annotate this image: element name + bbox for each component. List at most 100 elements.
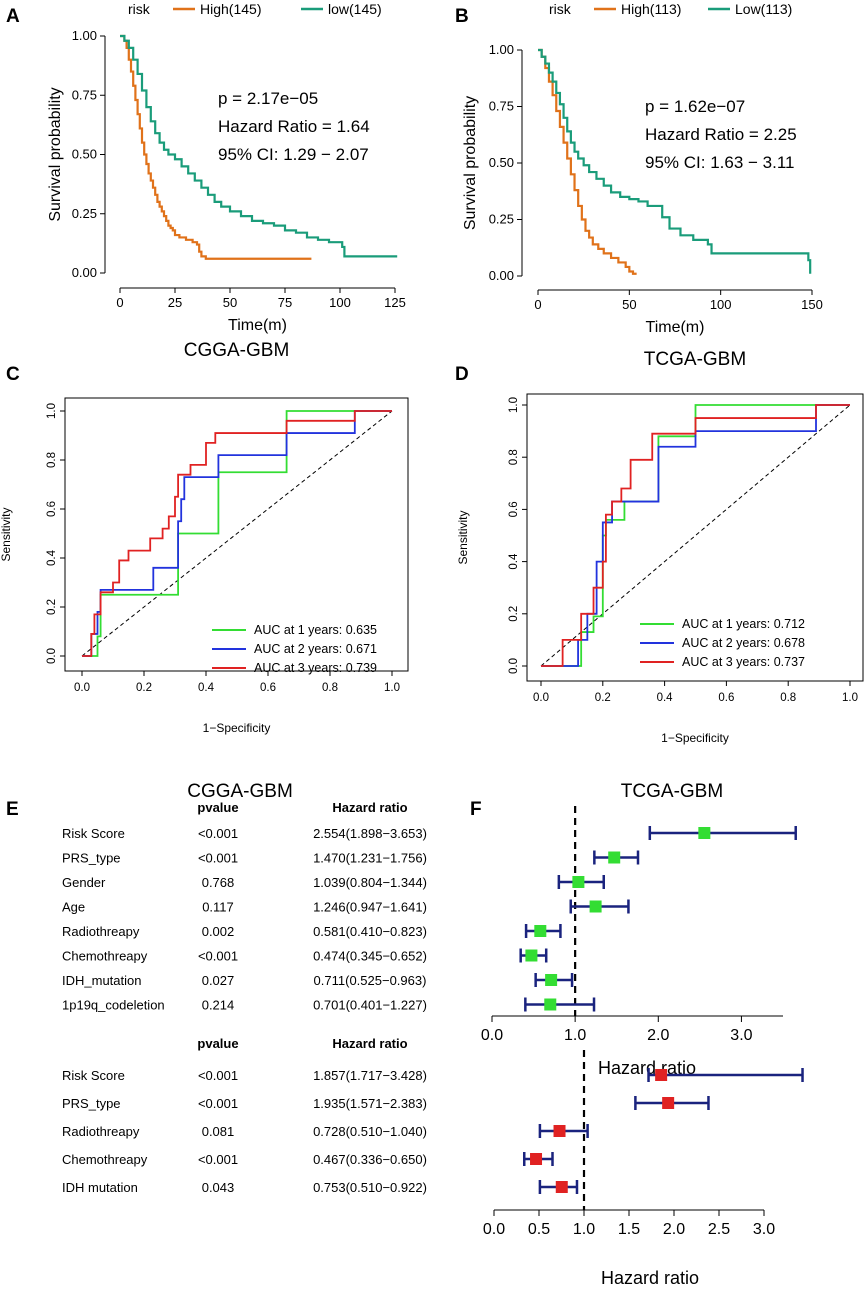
x-tick-label: 1.0 [842, 692, 858, 704]
x-tick-label: 125 [384, 295, 406, 310]
panel-label-c: C [6, 364, 20, 385]
x-tick-label: 2.5 [708, 1221, 730, 1238]
x-axis-label: Time(m) [646, 319, 705, 336]
hazard-ratio-marker [698, 827, 711, 839]
x-tick-label: 0.4 [198, 682, 215, 694]
x-axis-label: 1−Specificity [661, 731, 729, 745]
hazard-ratio-marker [589, 900, 602, 913]
hazard-ratio-marker [525, 949, 538, 962]
legend-label: High(113) [621, 1, 681, 17]
plot-frame [64, 397, 409, 672]
roc-plot-tcga: TCGA-GBM 0.0 0.2 0.4 0.6 0.8 1.0 0.0 0.2 0.4 0.6 0.… [456, 349, 864, 745]
survival-curve-high [538, 48, 637, 275]
y-tick-label: 0.4 [46, 549, 58, 566]
cox-table-tcga: pvalue Hazard ratio Risk Score <0.001 1.857(… [62, 1036, 427, 1195]
x-tick-label: 1.0 [384, 682, 400, 694]
y-tick-label: 0.0 [46, 648, 58, 664]
row-pvalue: 0.081 [202, 1124, 235, 1139]
legend-label: AUC at 1 years: 0.712 [682, 617, 805, 631]
row-pvalue: <0.001 [198, 826, 238, 841]
legend-label: AUC at 3 years: 0.739 [254, 661, 377, 675]
stat-annotation: 95% CI: 1.29 − 2.07 [218, 145, 369, 164]
row-hazard-ratio: 1.857(1.717−3.428) [313, 1068, 427, 1083]
chart-title: CGGA-GBM [184, 340, 290, 361]
x-tick-label: 1.0 [573, 1221, 595, 1238]
row-hazard-ratio: 1.935(1.571−2.383) [313, 1096, 427, 1111]
panel-label-e: E [6, 799, 19, 820]
header-hazard-ratio: Hazard ratio [332, 1036, 407, 1051]
y-tick-label: 0.00 [489, 268, 514, 283]
hazard-ratio-marker [530, 1153, 543, 1165]
legend-title: risk [549, 1, 572, 17]
x-tick-label: 50 [223, 295, 237, 310]
header-hazard-ratio: Hazard ratio [332, 800, 407, 815]
row-hazard-ratio: 0.701(0.401−1.227) [313, 998, 427, 1013]
row-hazard-ratio: 1.039(0.804−1.344) [313, 875, 427, 890]
y-tick-label: 0.25 [489, 212, 514, 227]
stat-annotation: p = 2.17e−05 [218, 89, 318, 108]
hazard-ratio-marker [662, 1097, 675, 1109]
roc-curve-3-year [82, 410, 392, 657]
hazard-ratio-marker [553, 1125, 566, 1137]
x-axis-label: Hazard ratio [598, 1058, 696, 1078]
hazard-ratio-marker [534, 925, 547, 937]
plot-frame [526, 393, 864, 682]
y-tick-label: 1.0 [508, 397, 520, 413]
row-label: Radiothreapy [62, 924, 140, 939]
row-label: Radiothreapy [62, 1124, 140, 1139]
x-axis-label: 1−Specificity [203, 721, 271, 735]
y-tick-label: 0.0 [508, 658, 520, 674]
stat-annotation: Hazard Ratio = 2.25 [645, 125, 797, 144]
x-tick-label: 2.0 [663, 1221, 685, 1238]
forest-plot-tcga: 0.0 0.5 1.0 1.5 2.0 2.5 3.0 Hazard ratio [483, 1050, 804, 1288]
hazard-ratio-marker [572, 876, 585, 888]
row-label: 1p19q_codeletion [62, 998, 165, 1013]
x-tick-label: 75 [278, 295, 292, 310]
x-tick-label: 50 [622, 297, 636, 312]
y-tick-label: 0.50 [72, 147, 97, 162]
row-pvalue: <0.001 [198, 1068, 238, 1083]
x-tick-label: 150 [801, 297, 823, 312]
x-tick-label: 0.0 [74, 682, 90, 694]
x-tick-label: 0.2 [136, 682, 152, 694]
panel-label-a: A [6, 6, 20, 27]
y-tick-label: 0.75 [489, 99, 514, 114]
legend-label: AUC at 1 years: 0.635 [254, 623, 377, 637]
y-tick-label: 0.50 [489, 155, 514, 170]
stat-annotation: Hazard Ratio = 1.64 [218, 117, 370, 136]
legend-title: risk [128, 1, 151, 17]
panel-label-d: D [455, 364, 469, 385]
x-tick-label: 3.0 [730, 1027, 752, 1044]
row-hazard-ratio: 1.470(1.231−1.756) [313, 851, 427, 866]
x-tick-label: 100 [329, 295, 351, 310]
x-tick-label: 0 [116, 295, 123, 310]
row-label: Gender [62, 875, 106, 890]
row-pvalue: 0.768 [202, 875, 235, 890]
hazard-ratio-marker [555, 1181, 568, 1193]
y-tick-label: 0.8 [46, 452, 58, 468]
x-tick-label: 0.5 [528, 1221, 550, 1238]
forest-plot-cgga: TCGA-GBM 0.0 1.0 2.0 3.0 Hazard ratio [481, 781, 797, 1078]
y-tick-label: 1.00 [489, 42, 514, 57]
row-hazard-ratio: 2.554(1.898−3.653) [313, 826, 427, 841]
row-label: Chemothreapy [62, 1152, 148, 1167]
roc-curve-2-year [541, 404, 850, 667]
legend-label: AUC at 3 years: 0.737 [682, 655, 805, 669]
hazard-ratio-marker [545, 974, 558, 986]
row-hazard-ratio: 0.711(0.525−0.963) [314, 973, 427, 988]
row-label: Chemothreapy [62, 949, 148, 964]
row-hazard-ratio: 0.581(0.410−0.823) [313, 924, 427, 939]
y-axis-label: Sensitivity [456, 510, 470, 564]
row-pvalue: 0.117 [202, 900, 234, 915]
legend-label: AUC at 2 years: 0.678 [682, 636, 805, 650]
legend-label: AUC at 2 years: 0.671 [254, 642, 377, 656]
y-axis-label: Sensitivity [0, 507, 13, 561]
row-hazard-ratio: 0.467(0.336−0.650) [313, 1152, 427, 1167]
panel-label-b: B [455, 6, 469, 27]
x-tick-label: 0.8 [322, 682, 338, 694]
x-tick-label: 0.0 [483, 1221, 505, 1238]
row-hazard-ratio: 0.728(0.510−1.040) [313, 1124, 427, 1139]
roc-curve-2-year [82, 410, 392, 657]
survival-curve-low [120, 34, 398, 258]
legend-label: Low(113) [735, 1, 792, 17]
